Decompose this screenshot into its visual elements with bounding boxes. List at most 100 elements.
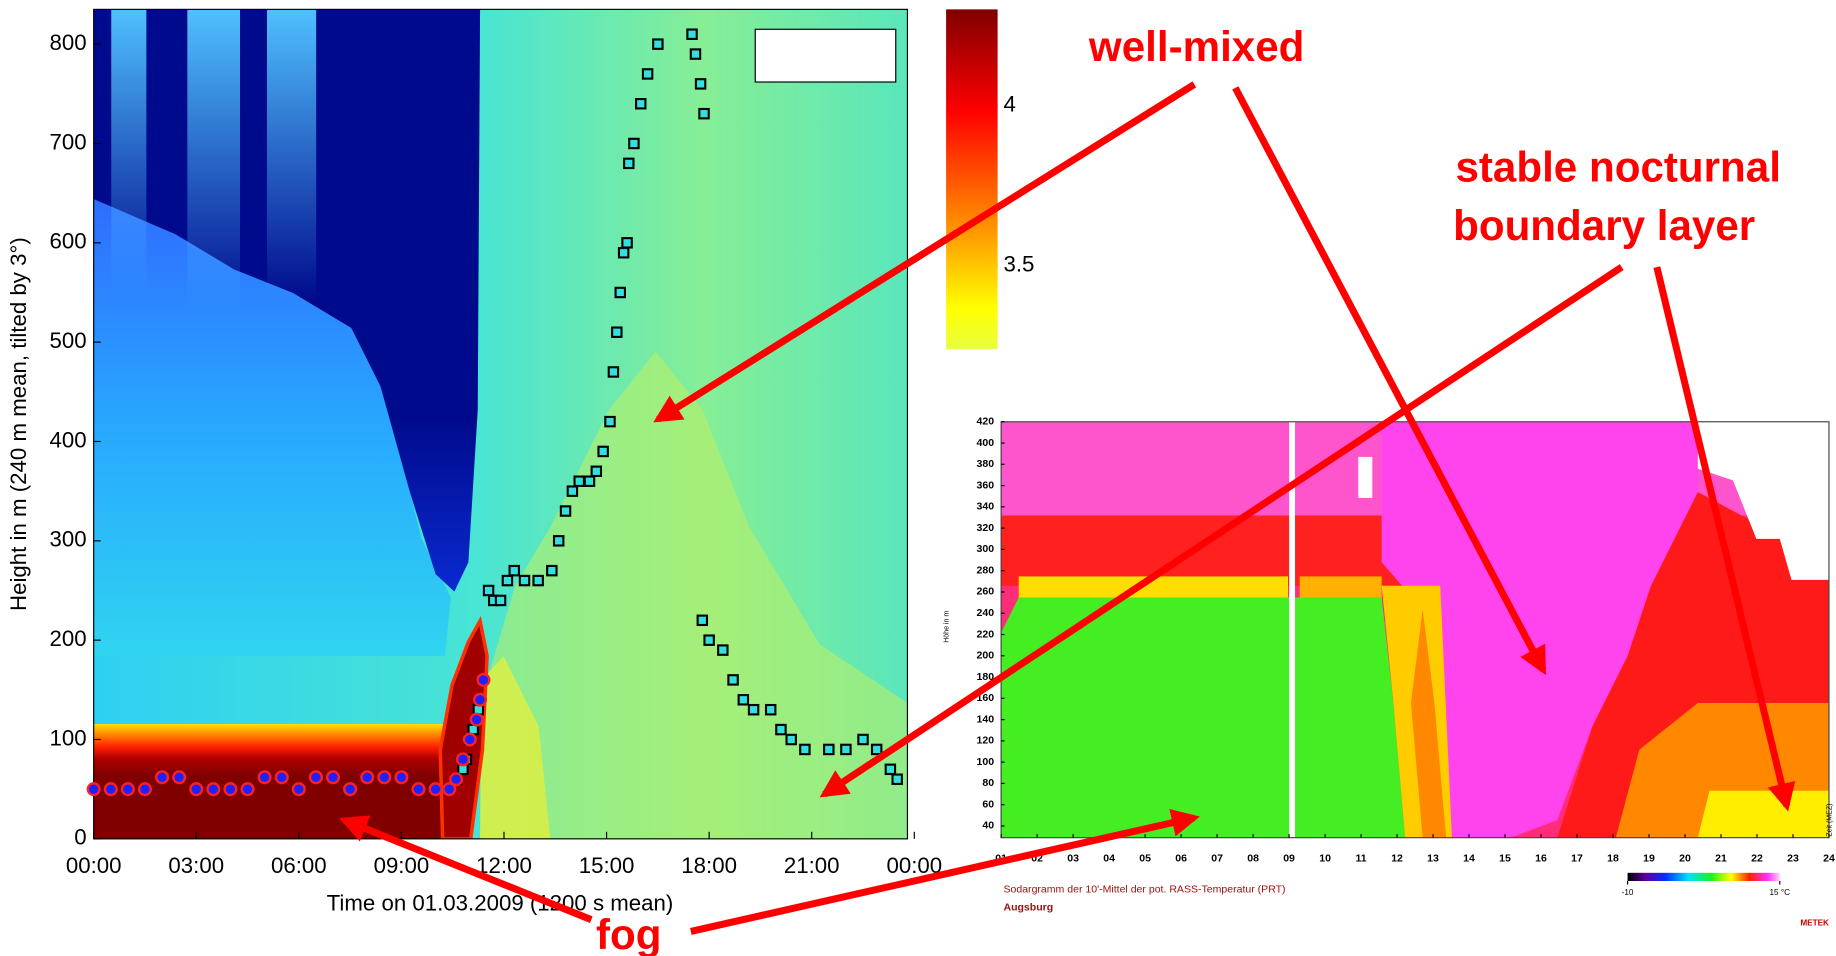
x-tick-label: 04	[1103, 853, 1115, 865]
cloud-point	[462, 732, 477, 747]
y-tick-label: 80	[982, 777, 994, 789]
mlh-point	[870, 743, 883, 756]
heatmap-left	[93, 9, 908, 839]
y-tick-label: 40	[982, 820, 994, 832]
y-tick-label: 100	[50, 725, 87, 750]
x-tick-label: 12	[1391, 853, 1403, 865]
x-tick-label: 09:00	[374, 853, 430, 878]
colorbar-tick-label: 15 °C	[1770, 888, 1791, 897]
y-tick-label: 340	[977, 501, 995, 513]
cloud-point	[449, 772, 464, 787]
x-tick-label: 23	[1787, 853, 1799, 865]
cloud-point	[274, 770, 289, 785]
legend	[754, 28, 897, 83]
cloud-point	[172, 770, 187, 785]
mlh-point	[611, 326, 623, 338]
y-tick-label: 100	[977, 756, 995, 768]
colorbar	[946, 9, 998, 350]
y-tick-label: 260	[977, 586, 995, 598]
heatmap-right	[1001, 421, 1829, 838]
mlh-point	[764, 703, 777, 716]
cloud-point	[240, 782, 255, 797]
y-tick-label: 380	[977, 458, 995, 470]
x-tick-label: 02	[1031, 853, 1043, 865]
y-tick-label: 180	[977, 671, 995, 683]
mlh-point	[799, 743, 811, 756]
cloud-point	[137, 782, 152, 797]
cloud-point	[155, 770, 170, 785]
cloud-point	[86, 782, 101, 797]
y-tick-label: 140	[977, 713, 995, 725]
chart-subtitle: Augsburg	[1003, 901, 1053, 913]
mlh-point	[518, 574, 531, 587]
x-tick-label: 00:00	[66, 853, 122, 878]
left-axes: 0 100 200 300 400 500 600 700 800 00:00 03:00 06:00…	[50, 28, 1034, 878]
cloud-point	[308, 770, 323, 785]
x-tick-label: 16	[1535, 853, 1547, 865]
y-tick-label: 60	[982, 798, 994, 810]
cloud-point	[394, 770, 409, 785]
annotation: boundary layer	[1453, 202, 1755, 249]
mlh-point	[737, 694, 750, 706]
mlh-point	[604, 415, 616, 428]
mlh-point	[583, 475, 596, 487]
cloud-point	[469, 712, 484, 727]
mlh-point	[696, 614, 709, 627]
colorbar-tick-label: 4	[1003, 91, 1015, 116]
y-tick-label: 800	[50, 30, 87, 55]
mlh-point	[884, 763, 897, 776]
mlh-point	[823, 743, 835, 756]
mlh-point	[614, 286, 626, 299]
annotation: stable nocturnal	[1455, 144, 1781, 191]
cloud-point	[442, 782, 457, 797]
mlh-point	[652, 38, 664, 50]
x-tick-label: 07	[1211, 853, 1223, 865]
x-tick-label: 03	[1067, 853, 1079, 865]
mlh-point	[857, 733, 869, 746]
mlh-point	[727, 674, 739, 686]
y-axis-label: Height in m (240 m mean, tilted by 3°)	[6, 237, 31, 611]
y-tick-label: 360	[977, 479, 995, 491]
mlh-point	[694, 78, 707, 90]
mlh-point	[552, 535, 565, 547]
cloud-point	[455, 752, 470, 767]
annotation: fog	[596, 911, 662, 956]
x-tick-label: 10	[1319, 853, 1331, 865]
cloud-point	[206, 782, 221, 797]
mlh-point	[607, 366, 620, 378]
cloud-point	[120, 782, 135, 797]
cloud-point	[476, 672, 491, 687]
mlh-point	[703, 634, 715, 646]
y-tick-label: 280	[977, 564, 995, 576]
mlh-point	[559, 505, 572, 517]
x-tick-label: 21	[1715, 853, 1727, 865]
x-tick-label: 15:00	[579, 853, 635, 878]
cloud-point	[411, 782, 426, 797]
mlh-point	[566, 485, 579, 497]
x-tick-label: 09	[1283, 853, 1295, 865]
annotation: well-mixed	[1088, 23, 1304, 70]
x-axis-label: Zeit (MEZ)	[1826, 804, 1833, 837]
mlh-point	[532, 574, 544, 587]
x-tick-label: 18	[1607, 853, 1619, 865]
x-tick-label: 22	[1751, 853, 1763, 865]
y-tick-label: 200	[977, 650, 995, 662]
mlh-point	[641, 68, 654, 80]
x-tick-label: 21:00	[784, 853, 840, 878]
x-tick-label: 13	[1427, 853, 1439, 865]
x-tick-label: 03:00	[168, 853, 224, 878]
mlh-point	[508, 564, 520, 577]
x-tick-label: 08	[1247, 853, 1259, 865]
y-tick-label: 0	[74, 825, 86, 850]
mlh-point	[891, 773, 903, 785]
mlh-point	[840, 743, 852, 756]
cloud-point	[360, 770, 375, 785]
mlh-point	[623, 157, 635, 170]
y-tick-label: 320	[977, 522, 995, 534]
cloud-point	[223, 782, 238, 797]
mlh-point	[494, 594, 507, 607]
x-tick-label: 24	[1823, 853, 1835, 865]
y-tick-label: 500	[50, 328, 87, 353]
colorbar	[1627, 872, 1780, 882]
